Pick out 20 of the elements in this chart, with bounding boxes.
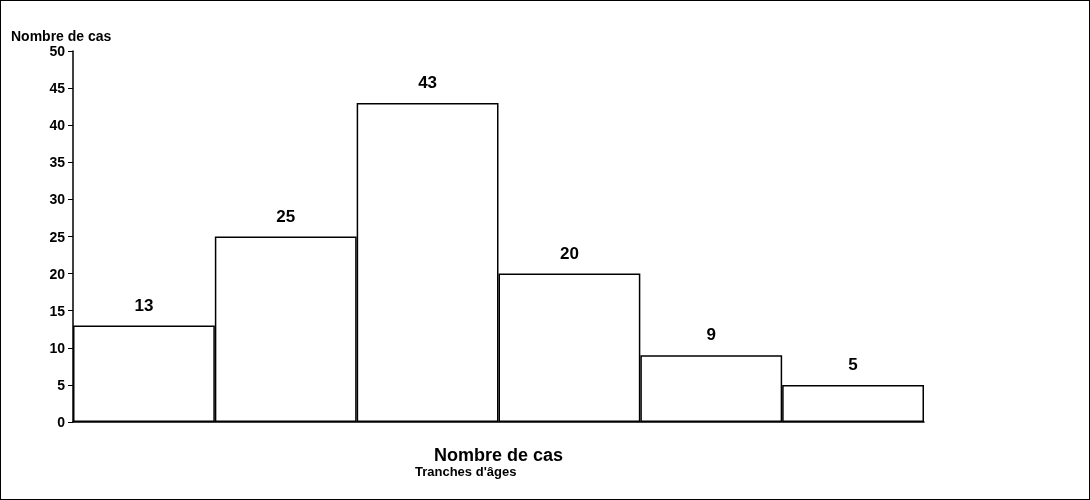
- text: Tranches d'âges: [415, 464, 517, 479]
- y-tick-label: 45: [49, 80, 66, 97]
- data-label: 9: [706, 325, 716, 345]
- data-label: 20: [559, 243, 579, 263]
- y-tick-label: 15: [49, 302, 66, 319]
- data-label: 13: [134, 295, 154, 315]
- y-tick-label: 10: [49, 339, 66, 356]
- y-tick-label: 50: [49, 43, 66, 59]
- y-tick-label: 5: [57, 376, 66, 393]
- y-tick-label: 35: [49, 154, 66, 171]
- data-label: 5: [848, 354, 858, 374]
- y-tick-label: 40: [49, 117, 66, 134]
- data-label: 43: [418, 72, 438, 92]
- y-tick-label: 20: [49, 265, 66, 282]
- y-tick-label: 25: [49, 228, 66, 245]
- y-tick-label: 0: [57, 414, 66, 430]
- x-axis-title: Nombre de cas: [433, 445, 564, 465]
- data-label: 25: [276, 206, 296, 226]
- y-axis-title: Nombre de cas: [11, 28, 112, 44]
- y-tick-label: 30: [49, 191, 66, 208]
